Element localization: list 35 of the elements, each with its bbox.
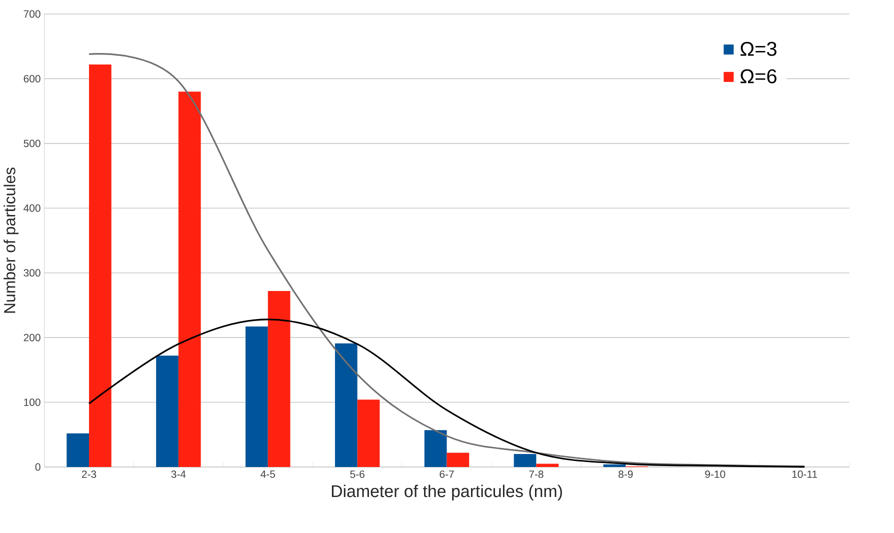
bar <box>424 430 447 467</box>
bar <box>446 452 470 467</box>
bar <box>357 400 380 467</box>
y-tick-label: 100 <box>24 398 40 406</box>
x-tick-label: 2-3 <box>82 470 96 478</box>
line-series <box>88 318 806 468</box>
x-tick-label: 5-6 <box>350 470 364 478</box>
x-axis-title: Diameter of the particules (nm) <box>332 484 562 501</box>
y-tick-label: 600 <box>24 75 40 82</box>
x-tick-label: 6-7 <box>440 470 454 478</box>
y-tick-label: 300 <box>24 269 40 277</box>
x-tick-label: 7-8 <box>529 470 544 478</box>
bar <box>178 92 201 467</box>
legend-label: Ω=6 <box>740 69 776 84</box>
bar <box>246 326 268 467</box>
y-tick-label: 700 <box>24 10 40 18</box>
bar <box>334 343 358 467</box>
x-tick-label: 10-11 <box>792 470 818 478</box>
bar <box>268 290 290 467</box>
y-tick-label: 200 <box>24 334 40 342</box>
y-tick-label: 400 <box>24 204 40 212</box>
y-tick-label: 0 <box>35 463 40 471</box>
bar <box>603 464 626 467</box>
bar <box>89 64 112 467</box>
bar <box>156 356 178 467</box>
y-axis-title: Number of particules <box>4 168 18 313</box>
x-tick-label: 9-10 <box>705 470 726 478</box>
x-tick-label: 3-4 <box>171 470 186 478</box>
bar <box>66 433 90 467</box>
legend-label: Ω=3 <box>740 42 776 56</box>
bar <box>536 464 559 467</box>
x-tick-label: 8-9 <box>618 470 633 478</box>
y-tick-label: 500 <box>24 140 40 148</box>
bar <box>514 454 536 467</box>
x-tick-label: 4-5 <box>260 470 276 478</box>
